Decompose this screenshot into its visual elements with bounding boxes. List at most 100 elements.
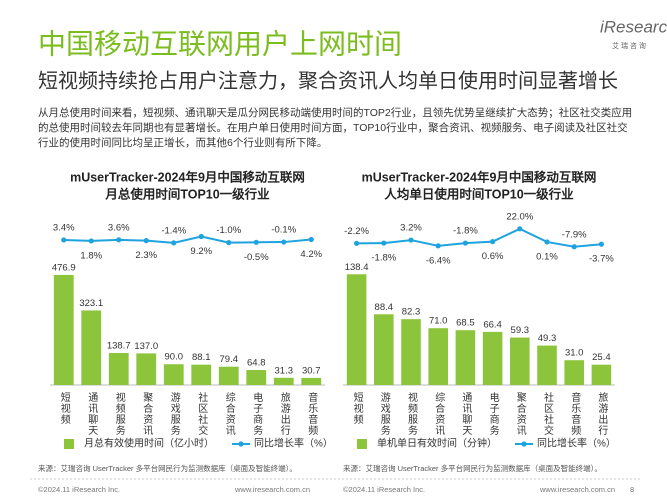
value-label: 3.6% — [108, 222, 130, 233]
slide-title: 中国移动互联网用户上网时间 — [38, 28, 402, 59]
value-label: 22.0% — [506, 211, 533, 222]
value-label: 137.0 — [134, 341, 158, 352]
value-label: 82.3 — [402, 307, 421, 318]
website: www.iresearch.com.cn — [539, 485, 615, 494]
value-label: 31.0 — [565, 348, 584, 359]
bar — [537, 345, 557, 385]
value-label: 79.4 — [220, 354, 239, 365]
x-tick-label: 短视频 — [351, 391, 363, 425]
growth-point — [116, 237, 122, 243]
legend-swatch — [64, 439, 74, 449]
growth-point — [143, 238, 149, 244]
bar — [455, 330, 476, 385]
value-label: 4.2% — [300, 249, 322, 260]
value-label: 0.1% — [536, 251, 558, 262]
copyright: ©2024.11 iResearch Inc. — [38, 485, 120, 494]
bar — [218, 366, 239, 385]
legend-swatch — [357, 439, 367, 449]
logo-sub: 艾 瑞 咨 询 — [612, 41, 646, 50]
value-label: -0.1% — [271, 225, 296, 236]
x-tick-label: 通讯聊天 — [460, 392, 472, 436]
growth-point — [544, 239, 550, 245]
value-label: 138.7 — [107, 341, 131, 352]
value-label: -1.8% — [371, 253, 396, 264]
value-label: -1.0% — [216, 225, 241, 236]
legend-dot — [238, 441, 244, 447]
x-tick-label: 综合资讯 — [223, 391, 235, 436]
value-label: -7.9% — [562, 229, 587, 240]
value-label: 90.0 — [165, 352, 184, 363]
growth-line — [63, 235, 312, 244]
growth-point — [598, 241, 605, 247]
growth-point — [381, 240, 387, 246]
value-label: 71.0 — [429, 316, 448, 327]
x-tick-label: 视频服务 — [406, 391, 418, 436]
bar — [163, 364, 184, 385]
legend-label: 月总有效使用时间（亿小时） — [84, 437, 214, 450]
growth-point — [517, 226, 523, 232]
value-label: 323.1 — [79, 298, 103, 309]
value-label: 49.3 — [538, 333, 557, 344]
bar — [564, 360, 584, 385]
value-label: 68.5 — [456, 318, 475, 329]
value-label: -3.7% — [589, 254, 614, 265]
value-label: 476.9 — [52, 262, 76, 273]
growth-point — [226, 240, 232, 246]
x-tick-label: 电子商务 — [487, 391, 499, 436]
logo: iResearch — [600, 17, 667, 36]
value-label: 2.3% — [135, 250, 157, 261]
bar — [374, 314, 394, 385]
value-label: 59.3 — [511, 325, 530, 336]
growth-point — [88, 238, 94, 244]
bar — [482, 331, 503, 385]
growth-point — [571, 244, 577, 250]
value-label: 31.3 — [275, 365, 294, 376]
value-label: -6.4% — [426, 255, 451, 266]
bar — [136, 353, 157, 385]
value-label: 0.6% — [482, 251, 504, 262]
x-tick-label: 视频服务 — [113, 391, 125, 436]
legend-dot — [521, 441, 527, 447]
value-label: 138.4 — [345, 262, 369, 273]
x-tick-label: 综合资讯 — [433, 391, 445, 436]
value-label: -1.8% — [453, 226, 478, 237]
x-tick-label: 电子商务 — [251, 391, 263, 436]
growth-point — [281, 239, 287, 245]
bar — [53, 274, 74, 385]
legend-label: 单机单日有效时间（分钟） — [377, 437, 497, 450]
source: 来源：艾瑞咨询 UserTracker 多平台网民行为监测数据库（桌面及智能终端… — [38, 463, 297, 473]
chart-title: mUserTracker-2024年9月中国移动互联网 — [362, 169, 597, 184]
legend-label: 同比增长率（%） — [537, 437, 616, 450]
bar — [108, 352, 129, 385]
growth-point — [308, 236, 314, 243]
growth-point — [253, 239, 259, 245]
bar — [401, 319, 421, 385]
bar — [273, 377, 294, 385]
growth-point — [490, 239, 496, 245]
bar — [510, 337, 530, 385]
value-label: 1.8% — [80, 250, 102, 261]
bar — [428, 328, 448, 385]
legend-label: 同比增长率（%） — [254, 437, 333, 450]
website: www.iresearch.com.cn — [234, 485, 310, 494]
copyright: ©2024.11 iResearch Inc. — [343, 485, 425, 494]
x-tick-label: 音乐音频 — [569, 391, 581, 436]
x-tick-label: 社区社交 — [542, 391, 554, 436]
growth-point — [198, 233, 204, 240]
value-label: 3.4% — [53, 222, 75, 233]
bar — [346, 274, 367, 385]
growth-point — [61, 237, 67, 243]
x-tick-label: 通讯聊天 — [86, 392, 98, 436]
value-label: -0.5% — [244, 252, 269, 263]
growth-point — [171, 240, 177, 246]
value-label: 25.4 — [592, 352, 611, 363]
slide-subtitle: 短视频持续抢占用户注意力，聚合资讯人均单日使用时间显著增长 — [38, 69, 618, 92]
value-label: 30.7 — [302, 365, 321, 376]
x-tick-label: 聚合资讯 — [514, 392, 526, 436]
intro-text: 从月总使用时间来看，短视频、通讯聊天是瓜分网民移动端使用时间的TOP2行业，且领… — [38, 107, 633, 149]
x-tick-label: 游戏服务 — [378, 391, 390, 436]
chart-title: 人均单日使用时间TOP10一级行业 — [384, 186, 574, 201]
growth-point — [462, 240, 468, 246]
value-label: 64.8 — [247, 358, 266, 369]
